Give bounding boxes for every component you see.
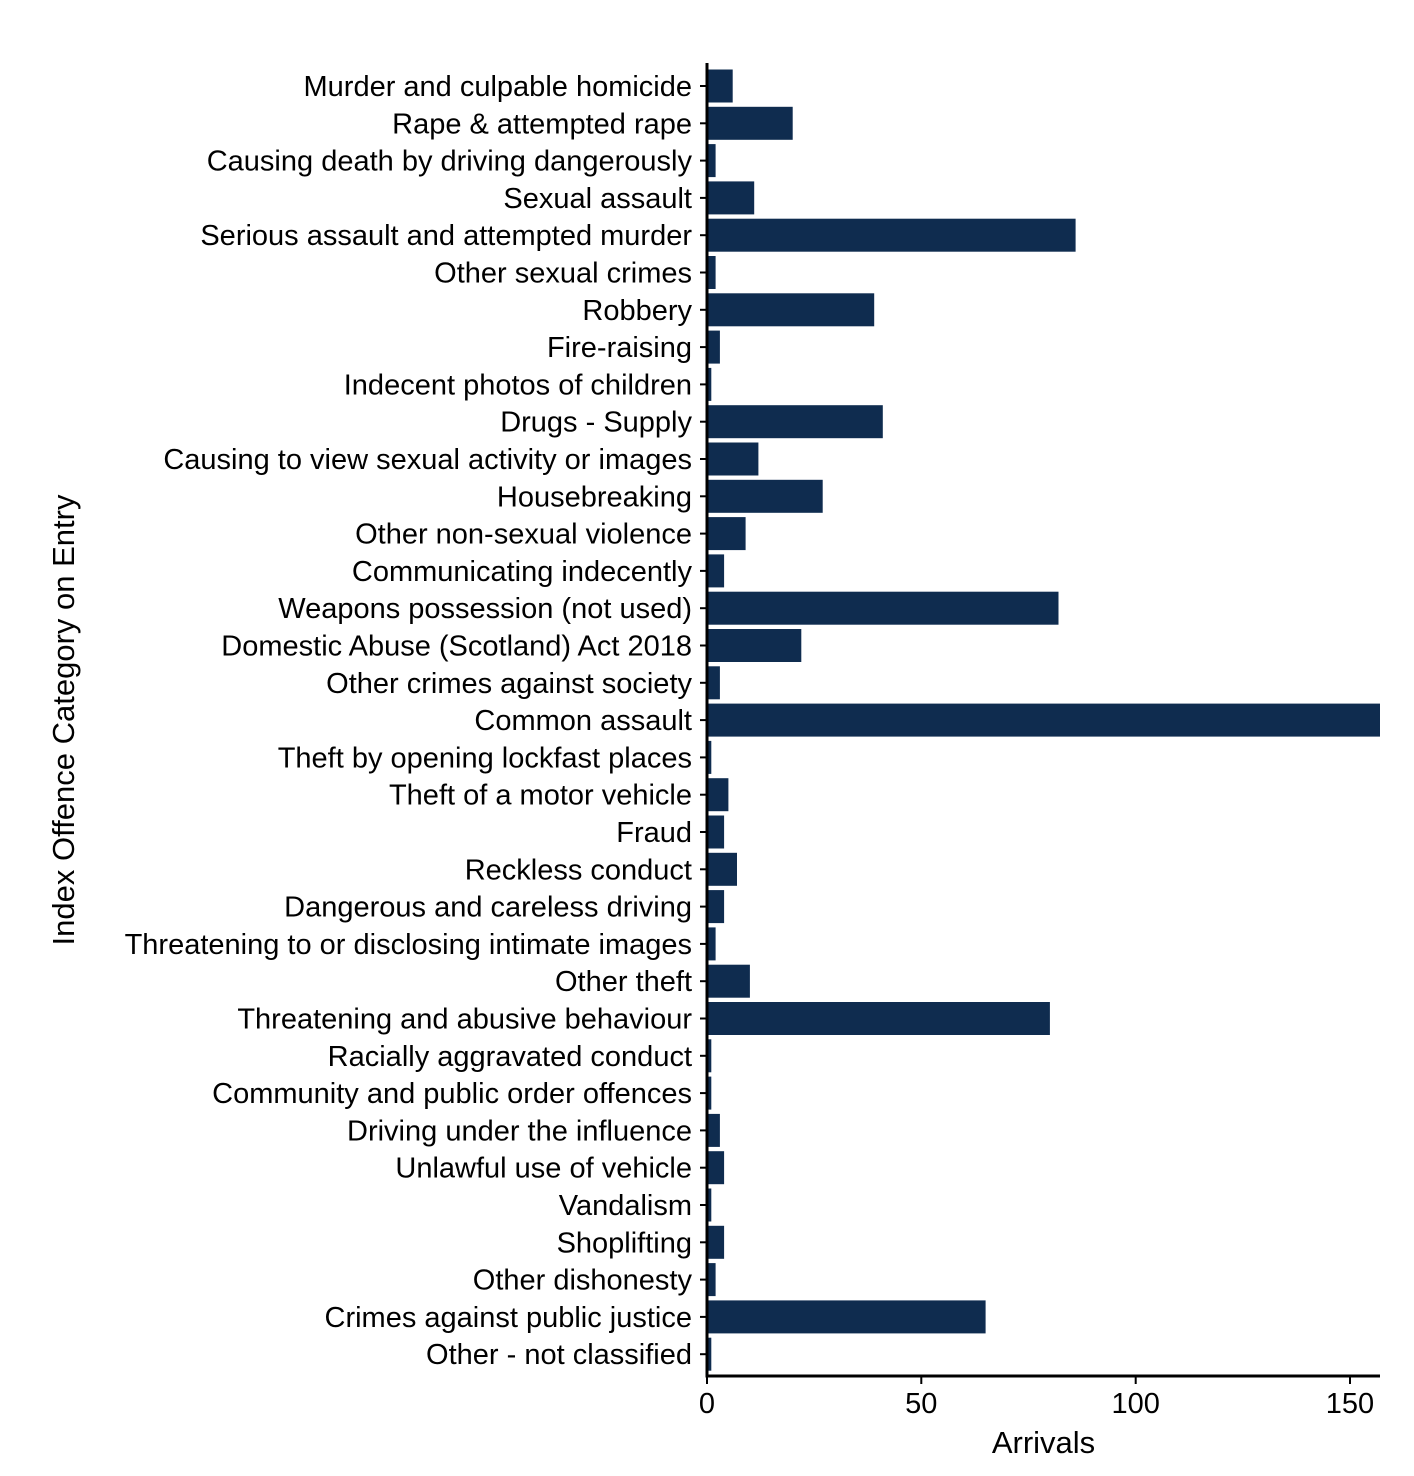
y-axis: Murder and culpable homicide Rape & attem… xyxy=(125,63,709,1376)
y-tick-label: Drugs - Supply xyxy=(500,407,692,439)
bar xyxy=(707,852,737,886)
bar xyxy=(707,1337,712,1371)
bar xyxy=(707,964,750,998)
bar xyxy=(707,367,712,401)
y-tick-label: Fraud xyxy=(616,817,692,849)
y-tick-label: Communicating indecently xyxy=(352,556,693,588)
y-tick-label: Shoplifting xyxy=(557,1227,692,1259)
bar xyxy=(707,703,1380,737)
y-tick-label: Racially aggravated conduct xyxy=(328,1041,692,1073)
y-tick-label: Indecent photos of children xyxy=(344,369,692,401)
bar xyxy=(707,256,716,289)
y-tick-label: Reckless conduct xyxy=(465,854,692,886)
y-tick-label: Threatening to or disclosing intimate im… xyxy=(125,929,692,961)
bar xyxy=(707,442,759,476)
y-axis-title: Index Offence Category on Entry xyxy=(46,494,81,945)
y-tick-label: Other non-sexual violence xyxy=(355,519,692,551)
y-tick-label: Fire-raising xyxy=(547,332,692,364)
bar xyxy=(707,778,729,812)
y-tick-label: Other theft xyxy=(555,966,692,998)
bar xyxy=(707,218,1076,252)
y-tick-label: Robbery xyxy=(582,295,692,327)
y-tick-label: Murder and culpable homicide xyxy=(304,71,693,103)
y-tick-label: Other crimes against society xyxy=(326,668,692,700)
y-tick-label: Other sexual crimes xyxy=(434,258,692,290)
bar xyxy=(707,181,755,215)
y-tick-label: Causing to view sexual activity or image… xyxy=(163,444,692,476)
y-tick-label: Rape & attempted rape xyxy=(392,108,692,140)
x-tick-label: 100 xyxy=(1112,1388,1160,1420)
y-tick-label: Unlawful use of vehicle xyxy=(395,1153,692,1185)
bar xyxy=(707,106,793,140)
bar xyxy=(707,554,725,588)
y-tick-label: Threatening and abusive behaviour xyxy=(237,1004,692,1036)
y-tick-label: Theft by opening lockfast places xyxy=(278,742,692,774)
bar xyxy=(707,517,746,551)
bar xyxy=(707,293,875,327)
bar xyxy=(707,1188,712,1222)
bar xyxy=(707,1076,712,1110)
bar xyxy=(707,479,823,513)
y-tick-label: Other dishonesty xyxy=(473,1265,693,1297)
y-tick-label: Driving under the influence xyxy=(347,1115,692,1147)
y-tick-label: Serious assault and attempted murder xyxy=(200,220,692,252)
y-tick-label: Dangerous and careless driving xyxy=(284,892,692,924)
bar xyxy=(707,927,716,961)
y-tick-label: Community and public order offences xyxy=(212,1078,692,1110)
bar xyxy=(707,629,802,662)
bar xyxy=(707,405,883,439)
y-tick-label: Vandalism xyxy=(559,1190,692,1222)
y-tick-label: Crimes against public justice xyxy=(325,1302,692,1334)
bar xyxy=(707,69,733,103)
x-tick-label: 150 xyxy=(1326,1388,1374,1420)
bar xyxy=(707,815,725,849)
bar xyxy=(707,1225,725,1259)
y-tick-label: Theft of a motor vehicle xyxy=(389,780,692,812)
bar xyxy=(707,1151,725,1185)
x-tick-label: 50 xyxy=(905,1388,937,1420)
x-axis-title: Arrivals xyxy=(992,1425,1095,1460)
bar xyxy=(707,666,720,700)
y-tick-label: Common assault xyxy=(474,705,692,737)
x-axis: 0 50 100 150 xyxy=(699,1374,1380,1420)
bar xyxy=(707,1002,1050,1035)
y-tick-label: Weapons possession (not used) xyxy=(278,593,692,625)
y-tick-label: Causing death by driving dangerously xyxy=(207,146,693,178)
y-tick-label: Housebreaking xyxy=(497,481,692,513)
bar xyxy=(707,1113,720,1147)
y-tick-label: Domestic Abuse (Scotland) Act 2018 xyxy=(221,631,692,663)
bar xyxy=(707,1300,986,1334)
bar xyxy=(707,1039,712,1073)
x-tick-label: 0 xyxy=(699,1388,715,1420)
bars-group xyxy=(707,69,1380,1371)
bar xyxy=(707,1263,716,1297)
y-tick-label: Sexual assault xyxy=(503,183,692,215)
bar xyxy=(707,740,712,774)
bar xyxy=(707,144,716,178)
bar xyxy=(707,330,720,364)
bar xyxy=(707,591,1059,625)
bar xyxy=(707,890,725,924)
y-tick-label: Other - not classified xyxy=(426,1339,692,1371)
